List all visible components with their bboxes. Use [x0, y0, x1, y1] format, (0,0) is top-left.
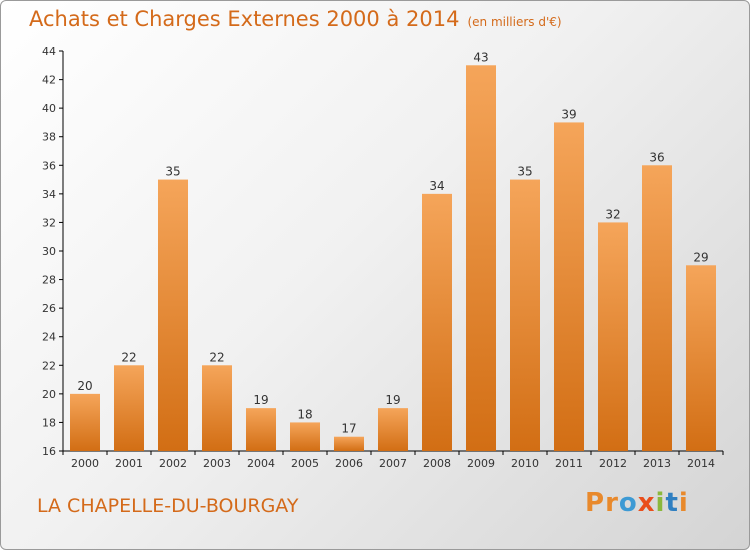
y-tick-label: 38: [42, 131, 56, 144]
bars: [70, 65, 716, 452]
logo-letter: r: [605, 488, 619, 518]
bar-2000: [70, 393, 100, 451]
bar-2004: [246, 408, 276, 451]
y-tick-label: 30: [42, 245, 56, 258]
y-tick-label: 16: [42, 445, 56, 458]
data-label: 17: [341, 422, 356, 436]
bar-2005: [290, 422, 320, 451]
bar-2007: [378, 408, 408, 451]
x-tick-label: 2001: [115, 457, 143, 470]
x-tick-label: 2006: [335, 457, 363, 470]
x-tick-label: 2011: [555, 457, 583, 470]
x-tick-label: 2014: [687, 457, 715, 470]
x-tick-label: 2000: [71, 457, 99, 470]
bar-2011: [554, 122, 584, 451]
bar-2001: [114, 365, 144, 451]
bar-2012: [598, 222, 628, 451]
data-label: 34: [429, 179, 444, 193]
proxiti-logo: Proxiti: [585, 488, 689, 518]
x-tick-label: 2004: [247, 457, 275, 470]
data-label: 36: [649, 150, 664, 164]
x-tick-label: 2008: [423, 457, 451, 470]
y-tick-label: 40: [42, 102, 56, 115]
data-label: 43: [473, 50, 488, 64]
logo-letter: P: [585, 488, 606, 518]
bar-2002: [158, 179, 188, 452]
x-tick-label: 2002: [159, 457, 187, 470]
y-tick-label: 20: [42, 388, 56, 401]
x-tick-label: 2005: [291, 457, 319, 470]
y-tick-label: 28: [42, 274, 56, 287]
axes: 16 18 20 22 24 26 28 30 32 34 36 38 40 42 44 2000 2001 20…: [42, 45, 724, 470]
x-tick-label: 2009: [467, 457, 495, 470]
logo-letter: i: [655, 488, 666, 518]
y-tick-label: 42: [42, 74, 56, 87]
x-tick-label: 2012: [599, 457, 627, 470]
bar-2013: [642, 165, 672, 452]
commune-name: LA CHAPELLE-DU-BOURGAY: [37, 495, 299, 517]
data-label: 35: [517, 165, 532, 179]
logo-letter: t: [665, 488, 679, 518]
data-label: 32: [605, 207, 620, 221]
logo-letter: x: [637, 488, 656, 518]
bar-2010: [510, 179, 540, 452]
chart-title-text: Achats et Charges Externes 2000 à 2014: [29, 7, 460, 31]
y-tick-label: 18: [42, 416, 56, 429]
chart-title: Achats et Charges Externes 2000 à 2014 (e…: [29, 7, 562, 31]
data-label: 19: [385, 393, 400, 407]
data-label: 22: [121, 350, 136, 364]
data-label: 20: [77, 379, 92, 393]
data-label: 18: [297, 407, 312, 421]
x-tick-label: 2013: [643, 457, 671, 470]
bar-2003: [202, 365, 232, 451]
y-tick-label: 34: [42, 188, 56, 201]
x-tick-label: 2003: [203, 457, 231, 470]
y-tick-label: 22: [42, 359, 56, 372]
data-label: 39: [561, 107, 576, 121]
logo-letter: o: [618, 488, 638, 518]
chart-subtitle: (en milliers d'€): [467, 15, 562, 29]
data-label: 22: [209, 350, 224, 364]
data-label: 35: [165, 165, 180, 179]
y-tick-label: 26: [42, 302, 56, 315]
y-tick-label: 24: [42, 331, 56, 344]
y-tick-label: 36: [42, 159, 56, 172]
logo-letter: i: [678, 488, 689, 518]
x-tick-label: 2010: [511, 457, 539, 470]
bar-2008: [422, 193, 452, 451]
data-label: 29: [693, 250, 708, 264]
y-tick-label: 44: [42, 45, 56, 58]
x-tick-label: 2007: [379, 457, 407, 470]
data-label: 19: [253, 393, 268, 407]
data-labels: 20 22 35 22 19 18 17 19 34 43 35 39 32 36 29: [77, 50, 708, 435]
bar-2009: [466, 65, 496, 452]
bar-2006: [334, 436, 364, 451]
y-tick-label: 32: [42, 216, 56, 229]
bar-2014: [686, 265, 716, 451]
